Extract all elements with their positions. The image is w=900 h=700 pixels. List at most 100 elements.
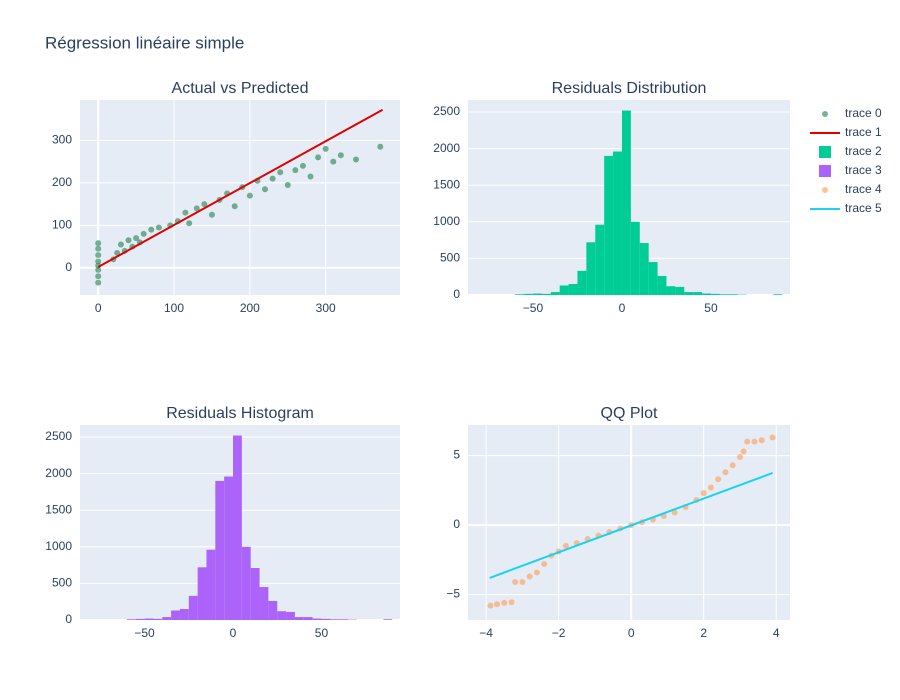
y-tick-label: 2000 bbox=[433, 141, 460, 155]
figure-title: Régression linéaire simple bbox=[45, 33, 244, 52]
point bbox=[744, 438, 751, 445]
point bbox=[125, 237, 132, 244]
y-tick-label: 1500 bbox=[45, 502, 72, 516]
point bbox=[533, 569, 540, 576]
x-tick-label: 300 bbox=[316, 301, 336, 315]
point bbox=[671, 509, 678, 516]
y-tick-label: 0 bbox=[453, 287, 460, 301]
y-tick-label: −5 bbox=[446, 587, 460, 601]
x-tick-label: 0 bbox=[628, 626, 635, 640]
y-tick-label: 1000 bbox=[433, 214, 460, 228]
point bbox=[193, 205, 200, 212]
bar bbox=[171, 610, 180, 620]
point bbox=[315, 154, 322, 161]
bar bbox=[586, 242, 596, 295]
bar bbox=[286, 611, 295, 620]
subplot-title: Actual vs Predicted bbox=[172, 80, 309, 97]
bar bbox=[550, 292, 560, 295]
bar bbox=[630, 221, 640, 295]
point bbox=[707, 484, 714, 491]
legend-item[interactable]: trace 0 bbox=[822, 106, 882, 120]
x-tick-label: 0 bbox=[619, 301, 626, 315]
legend-item[interactable]: trace 5 bbox=[810, 201, 882, 215]
legend-swatch bbox=[819, 146, 831, 158]
point bbox=[208, 211, 215, 218]
plot-area bbox=[468, 425, 790, 620]
point bbox=[512, 579, 519, 586]
legend-swatch bbox=[822, 187, 828, 193]
point bbox=[95, 258, 102, 265]
bar bbox=[268, 600, 278, 620]
bar bbox=[250, 568, 260, 620]
point bbox=[700, 490, 707, 497]
point bbox=[133, 235, 140, 242]
bar bbox=[684, 292, 694, 295]
bar bbox=[568, 284, 578, 295]
point bbox=[715, 476, 722, 483]
bar bbox=[162, 617, 172, 620]
legend-label: trace 0 bbox=[845, 106, 882, 120]
point bbox=[95, 240, 102, 247]
bar bbox=[135, 618, 145, 620]
bar bbox=[294, 617, 304, 620]
point bbox=[277, 169, 284, 176]
bar bbox=[577, 270, 587, 295]
point bbox=[541, 560, 548, 567]
bar bbox=[312, 618, 322, 620]
bar bbox=[604, 155, 614, 295]
y-tick-label: 5 bbox=[453, 448, 460, 462]
bar bbox=[675, 286, 685, 295]
point bbox=[769, 434, 776, 441]
y-tick-label: 0 bbox=[65, 612, 72, 626]
bar bbox=[197, 567, 207, 620]
x-tick-label: 50 bbox=[704, 301, 718, 315]
y-tick-label: 2500 bbox=[45, 429, 72, 443]
bar bbox=[206, 549, 216, 620]
point bbox=[740, 448, 747, 455]
bar bbox=[559, 285, 569, 295]
bar bbox=[639, 243, 649, 295]
legend-item[interactable]: trace 3 bbox=[819, 163, 882, 177]
point bbox=[148, 226, 155, 233]
legend-item[interactable]: trace 1 bbox=[810, 125, 882, 139]
point bbox=[231, 203, 238, 210]
point bbox=[377, 143, 384, 150]
x-tick-label: −2 bbox=[552, 626, 566, 640]
point bbox=[95, 245, 102, 252]
y-tick-label: 100 bbox=[52, 217, 72, 231]
point bbox=[508, 599, 515, 606]
bar bbox=[303, 617, 313, 620]
point bbox=[562, 542, 569, 549]
x-tick-label: 0 bbox=[230, 626, 237, 640]
bar bbox=[383, 619, 393, 620]
bar bbox=[657, 275, 667, 295]
legend-item[interactable]: trace 4 bbox=[822, 182, 882, 196]
bar bbox=[595, 224, 605, 295]
bar bbox=[144, 618, 154, 620]
legend-label: trace 1 bbox=[845, 125, 882, 139]
point bbox=[322, 145, 329, 152]
point bbox=[729, 462, 736, 469]
bar bbox=[321, 618, 331, 620]
point bbox=[262, 186, 269, 193]
legend-item[interactable]: trace 2 bbox=[819, 144, 882, 158]
subplot-title: QQ Plot bbox=[601, 405, 658, 422]
bar bbox=[339, 619, 348, 620]
bar bbox=[621, 110, 631, 295]
x-tick-label: 100 bbox=[164, 301, 184, 315]
legend-label: trace 4 bbox=[845, 182, 882, 196]
legend-label: trace 3 bbox=[845, 163, 882, 177]
plot-area bbox=[80, 100, 400, 295]
bar bbox=[259, 587, 269, 620]
point bbox=[487, 602, 494, 609]
point bbox=[95, 279, 102, 286]
bar bbox=[241, 546, 251, 620]
point bbox=[299, 162, 306, 169]
bar bbox=[710, 293, 720, 295]
bar bbox=[524, 293, 533, 295]
bar bbox=[541, 293, 551, 295]
legend-label: trace 2 bbox=[845, 144, 882, 158]
x-tick-label: −4 bbox=[479, 626, 493, 640]
point bbox=[201, 201, 208, 208]
